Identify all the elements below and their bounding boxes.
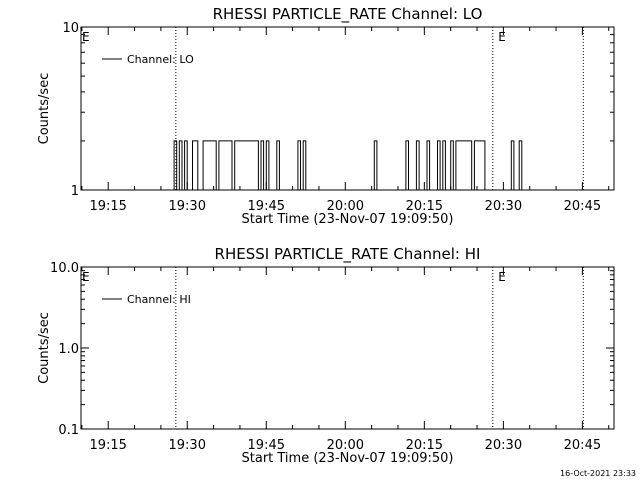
panel-2-title: RHESSI PARTICLE_RATE Channel: HI (215, 245, 481, 264)
panel-1-title: RHESSI PARTICLE_RATE Channel: LO (213, 5, 483, 24)
panel-2-x-tick-label: 19:45 (248, 438, 285, 453)
panel-1-x-tick-label: 19:45 (248, 199, 285, 214)
panel-2-plot-frame (80, 266, 615, 430)
panel-2-eclipse-flag: E (82, 270, 90, 284)
panel-1-x-axis-label: Start Time (23-Nov-07 19:09:50) (242, 212, 454, 227)
panel-1-eclipse-flag: E (498, 30, 506, 44)
panel-2-x-axis-label: Start Time (23-Nov-07 19:09:50) (242, 451, 454, 466)
panel-1-y-axis-label: Counts/sec (37, 73, 52, 145)
panel-1-x-tick-label: 20:45 (564, 199, 601, 214)
render-timestamp: 16-Oct-2021 23:33 (560, 469, 636, 478)
panel-1-plot-frame (80, 26, 615, 191)
panel-2-y-tick-label: 10.0 (50, 261, 79, 276)
panel-2-x-tick-label: 20:45 (564, 438, 601, 453)
panel-2-x-tick-label: 19:15 (89, 438, 126, 453)
panel-1-x-tick-label: 20:00 (327, 199, 364, 214)
panel-1-x-tick-label: 19:15 (89, 199, 126, 214)
panel-2-legend-label: Channel: HI (127, 293, 191, 306)
panel-2-x-tick-label: 19:30 (169, 438, 206, 453)
panel-1-y-tick-label: 1 (71, 184, 79, 199)
panel-1-x-tick-label: 20:30 (485, 199, 522, 214)
panel-1-y-tick-label: 10 (62, 21, 79, 36)
panel-1-eclipse-flag: E (82, 30, 90, 44)
panel-1-series-line (171, 140, 526, 191)
panel-1-legend-label: Channel: LO (127, 53, 194, 66)
panel-2-y-axis-label: Counts/sec (37, 312, 52, 384)
panel-2-x-tick-label: 20:30 (485, 438, 522, 453)
panel-1-x-tick-label: 19:30 (169, 199, 206, 214)
panel-2-x-tick-label: 20:15 (406, 438, 443, 453)
panel-2-y-tick-label: 0.1 (58, 423, 79, 438)
panel-2-eclipse-flag: E (498, 270, 506, 284)
panel-2-y-tick-label: 1.0 (58, 342, 79, 357)
panel-1-x-tick-label: 20:15 (406, 199, 443, 214)
panel-2-x-tick-label: 20:00 (327, 438, 364, 453)
